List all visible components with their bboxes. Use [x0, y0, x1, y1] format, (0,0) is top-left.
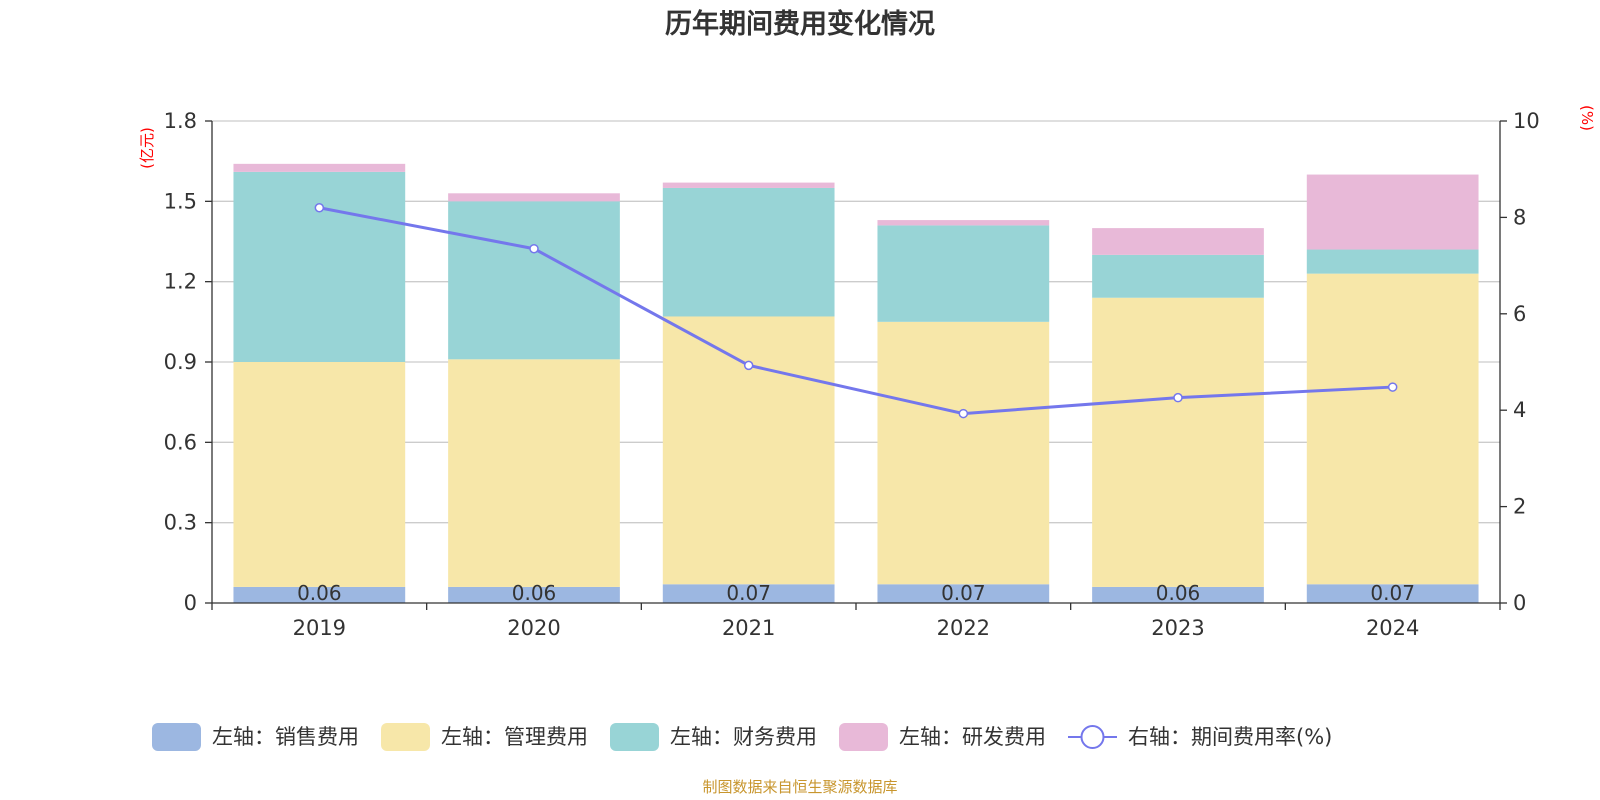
- right-axis-unit: (%): [1578, 105, 1596, 131]
- bar-segment-4: [1306, 174, 1479, 250]
- bar-segment-3: [662, 187, 835, 317]
- rate-line: [319, 206, 1393, 416]
- bar-segment-1: [877, 584, 1050, 603]
- left-tick-label: 1.5: [164, 189, 197, 213]
- bar-series: 0.06 0.06 0.07 0.07 0.06 0.07: [233, 163, 1479, 605]
- left-axis-unit: (亿元): [138, 127, 156, 169]
- bar-data-label: 0.07: [941, 581, 986, 605]
- bar-data-label: 0.06: [297, 581, 342, 605]
- bar-segment-2: [448, 359, 620, 587]
- right-tick-label: 10: [1513, 109, 1540, 133]
- rate-point: [529, 243, 539, 254]
- legend: 左轴：销售费用 左轴：管理费用 左轴：财务费用 左轴：研发费用 右轴：期间费用率(%): [152, 723, 1332, 751]
- bar-segment-2: [233, 362, 406, 587]
- rate-point: [1173, 392, 1183, 403]
- bar-segment-4: [233, 163, 406, 172]
- bar-segment-2: [1306, 273, 1479, 585]
- legend-label: 左轴：销售费用: [212, 725, 359, 749]
- bar-segment-1: [662, 584, 835, 603]
- bar-segment-4: [877, 220, 1050, 226]
- x-tick-label: 2019: [293, 616, 346, 640]
- right-tick-label: 2: [1513, 495, 1526, 519]
- right-tick-label: 8: [1513, 205, 1526, 229]
- right-tick-label: 6: [1513, 302, 1526, 326]
- left-tick-label: 0.9: [164, 350, 197, 374]
- gridlines: [212, 120, 1500, 524]
- line-series: [314, 203, 1398, 419]
- bar-segment-4: [1092, 228, 1264, 255]
- x-tick-label: 2024: [1366, 616, 1419, 640]
- x-tick-label: 2020: [507, 616, 560, 640]
- legend-swatch: [381, 723, 430, 751]
- rate-point: [1387, 382, 1398, 392]
- right-tick-label: 0: [1513, 591, 1526, 615]
- source-note: 制图数据来自恒生聚源数据库: [702, 778, 897, 796]
- legend-label: 右轴：期间费用率(%): [1128, 725, 1332, 749]
- left-tick-label: 1.2: [164, 270, 197, 294]
- rate-point: [958, 408, 969, 419]
- bar-segment-3: [1306, 249, 1479, 274]
- legend-label: 左轴：管理费用: [441, 725, 588, 749]
- x-tick-label: 2021: [722, 616, 775, 640]
- bar-segment-3: [877, 225, 1050, 322]
- left-tick-label: 0.3: [164, 511, 197, 535]
- axes: 0 0.3 0.6 0.9 1.2 1.5 1.8 0 2 4 6 8 10 2019 2020 2021 20…: [164, 109, 1540, 640]
- bar-segment-3: [233, 171, 406, 362]
- legend-point-marker: [1080, 725, 1105, 749]
- bar-segment-2: [877, 321, 1050, 585]
- rate-point: [314, 203, 325, 213]
- legend-label: 左轴：财务费用: [670, 725, 817, 749]
- legend-swatch: [152, 723, 201, 751]
- legend-label: 左轴：研发费用: [899, 725, 1046, 749]
- bar-segment-2: [662, 316, 835, 585]
- x-tick-label: 2023: [1151, 616, 1204, 640]
- left-tick-label: 1.8: [164, 109, 197, 133]
- bar-segment-1: [448, 586, 620, 603]
- bar-segment-1: [1306, 584, 1479, 603]
- rate-point: [743, 360, 754, 371]
- bar-segment-1: [233, 586, 406, 603]
- bar-segment-1: [1092, 586, 1264, 603]
- bar-segment-2: [1092, 297, 1264, 587]
- bar-data-label: 0.06: [512, 581, 557, 605]
- right-tick-label: 4: [1513, 398, 1526, 422]
- legend-swatch: [610, 723, 659, 751]
- bar-segment-3: [1092, 254, 1264, 298]
- bar-data-label: 0.07: [726, 581, 771, 605]
- chart-title: 历年期间费用变化情况: [665, 8, 935, 40]
- left-tick-label: 0.6: [164, 430, 197, 454]
- bar-data-label: 0.06: [1156, 581, 1201, 605]
- left-tick-label: 0: [184, 591, 197, 615]
- x-tick-label: 2022: [937, 616, 990, 640]
- bar-segment-4: [662, 182, 835, 188]
- bar-segment-4: [448, 193, 620, 202]
- bar-data-label: 0.07: [1370, 581, 1415, 605]
- legend-swatch: [839, 723, 888, 751]
